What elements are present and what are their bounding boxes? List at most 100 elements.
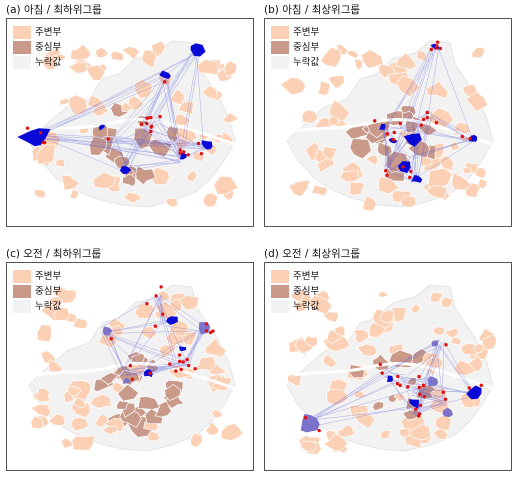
- district: [60, 175, 81, 191]
- flow-line: [385, 112, 428, 171]
- flow-line: [306, 371, 382, 424]
- missing-swatch: [13, 56, 31, 69]
- flow-line: [157, 298, 162, 324]
- district: [53, 306, 71, 322]
- flow-line: [407, 138, 476, 159]
- flow-line: [384, 131, 387, 170]
- centroid-point: [149, 125, 153, 129]
- centroid-point: [128, 363, 133, 368]
- flow-line: [165, 73, 184, 159]
- district: [73, 397, 87, 408]
- flow-line: [430, 113, 475, 139]
- flow-line: [144, 127, 208, 151]
- flow-line: [121, 322, 162, 376]
- flow-line: [34, 73, 167, 134]
- flow-line: [388, 372, 407, 376]
- district: [122, 173, 136, 187]
- flow-line: [165, 78, 181, 158]
- flow-line: [411, 394, 444, 403]
- district: [34, 387, 51, 403]
- district: [110, 50, 125, 62]
- centroid-point: [182, 150, 186, 154]
- centroid-point: [159, 285, 163, 289]
- flow-line: [383, 128, 389, 173]
- map-panel-c: (c) 오전 / 최하위그룹 주변부 중심부 누락값: [4, 248, 258, 473]
- district: [288, 179, 311, 197]
- district: [365, 154, 378, 166]
- district: [397, 428, 412, 438]
- flow-line: [127, 372, 146, 375]
- hotspot-district: [98, 124, 105, 131]
- district: [429, 291, 443, 304]
- district: [377, 290, 390, 298]
- flow-line: [430, 383, 447, 398]
- flow-line: [417, 396, 473, 410]
- flow-line: [34, 133, 124, 172]
- flow-line: [387, 126, 418, 130]
- district: [98, 330, 117, 349]
- centroid-point: [163, 80, 167, 84]
- flow-line: [126, 370, 145, 376]
- flow-line: [383, 49, 435, 128]
- centroid-point: [187, 363, 191, 368]
- centroid-point: [149, 129, 153, 134]
- district: [471, 46, 485, 58]
- flow-line: [432, 117, 472, 141]
- hotspot-district: [387, 375, 394, 383]
- district: [356, 343, 378, 357]
- flow-lines: [33, 47, 210, 173]
- flow-line: [305, 339, 439, 425]
- centroid-point: [409, 169, 413, 174]
- centroid-point: [211, 329, 215, 333]
- river: [34, 362, 238, 391]
- map-panel-d: (d) 오전 / 최상위그룹 주변부 중심부 누락값: [262, 248, 516, 473]
- flow-line: [147, 365, 174, 371]
- flow-line: [170, 361, 184, 367]
- centroid-point: [168, 362, 172, 366]
- centroid-point: [373, 119, 377, 123]
- flow-line: [102, 330, 126, 371]
- flow-line: [182, 49, 201, 158]
- hotspot-district: [431, 340, 438, 347]
- centroid-point: [434, 120, 439, 125]
- flow-line: [414, 400, 447, 414]
- hotspot-district: [427, 376, 439, 386]
- centroid-point: [303, 416, 308, 420]
- flow-line: [416, 339, 439, 410]
- periphery-swatch: [271, 270, 289, 283]
- district: [348, 181, 366, 196]
- district: [311, 184, 328, 197]
- flow-line: [147, 130, 207, 148]
- flow-line: [196, 51, 205, 151]
- district: [197, 58, 220, 76]
- district: [354, 58, 364, 71]
- district: [317, 80, 331, 96]
- district: [299, 292, 312, 305]
- flow-line: [38, 77, 163, 136]
- district: [93, 413, 109, 428]
- centroid-points: [303, 343, 484, 433]
- flow-line: [416, 339, 439, 411]
- centroid-point: [179, 367, 183, 372]
- centroid-point: [199, 151, 204, 156]
- district: [174, 138, 191, 151]
- centroid-point: [185, 357, 189, 362]
- flow-line: [146, 119, 161, 125]
- flow-line: [383, 376, 446, 401]
- flow-line: [100, 296, 154, 328]
- district: [425, 357, 444, 369]
- map-panel-b: (b) 아침 / 최상위그룹 주변부 중심부 누락값: [262, 4, 516, 229]
- flow-line: [417, 47, 436, 121]
- flow-line: [400, 46, 432, 129]
- flow-lines: [100, 292, 209, 376]
- river: [292, 362, 496, 391]
- district: [451, 171, 473, 191]
- district: [223, 60, 238, 78]
- flow-line: [127, 126, 147, 172]
- flow-line: [34, 135, 209, 146]
- flow-line: [384, 125, 474, 141]
- river: [292, 118, 496, 147]
- centroid-point: [392, 130, 396, 135]
- flow-line: [417, 111, 433, 179]
- district: [120, 101, 134, 112]
